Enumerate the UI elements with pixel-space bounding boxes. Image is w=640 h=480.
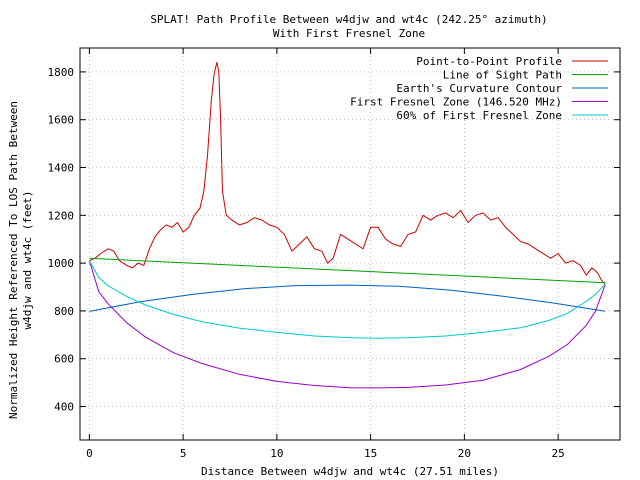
y-tick-label: 1600 (48, 114, 75, 127)
series-line-60-of-first-fresnel-zone (88, 260, 606, 339)
y-axis-label-line1: Normalized Height Referenced To LOS Path… (7, 101, 20, 419)
legend-label: Line of Sight Path (443, 69, 562, 82)
grid-lines (80, 48, 620, 440)
x-axis-label: Distance Between w4djw and wt4c (27.51 m… (201, 465, 499, 478)
y-tick-label: 800 (54, 305, 74, 318)
y-tick-label: 1200 (48, 209, 75, 222)
legend-label: Earth's Curvature Contour (396, 82, 562, 95)
y-tick-label: 600 (54, 353, 74, 366)
chart-subtitle: With First Fresnel Zone (273, 27, 425, 40)
y-tick-label: 1800 (48, 66, 75, 79)
legend-label: 60% of First Fresnel Zone (396, 109, 562, 122)
series-line-earth-s-curvature-contour (89, 284, 606, 312)
y-axis-label-line2: w4djw and wt4c (feet) (21, 190, 34, 329)
plot-frame (79, 47, 621, 441)
legend-label: Point-to-Point Profile (416, 55, 562, 68)
x-tick-label: 0 (86, 447, 93, 460)
series-line-line-of-sight-path (89, 257, 606, 284)
x-tick-label: 20 (458, 447, 471, 460)
y-tick-label: 1400 (48, 162, 75, 175)
y-tick-label: 1000 (48, 257, 75, 270)
y-axis-ticks: 400 600 800 1000 1200 1400 1600 1800 (48, 66, 620, 414)
series-line-point-to-point-profile (89, 62, 606, 285)
chart-title: SPLAT! Path Profile Between w4djw and wt… (150, 13, 547, 26)
series-group (88, 62, 606, 389)
legend-label: First Fresnel Zone (146.520 MHz) (350, 96, 562, 109)
x-tick-label: 5 (180, 447, 187, 460)
series-line-first-fresnel-zone-146-520-mhz (88, 260, 606, 389)
x-tick-label: 10 (270, 447, 283, 460)
x-tick-label: 15 (364, 447, 377, 460)
y-tick-label: 400 (54, 401, 74, 414)
x-tick-label: 25 (552, 447, 565, 460)
x-axis-ticks: 0 5 10 15 20 25 (86, 48, 565, 460)
